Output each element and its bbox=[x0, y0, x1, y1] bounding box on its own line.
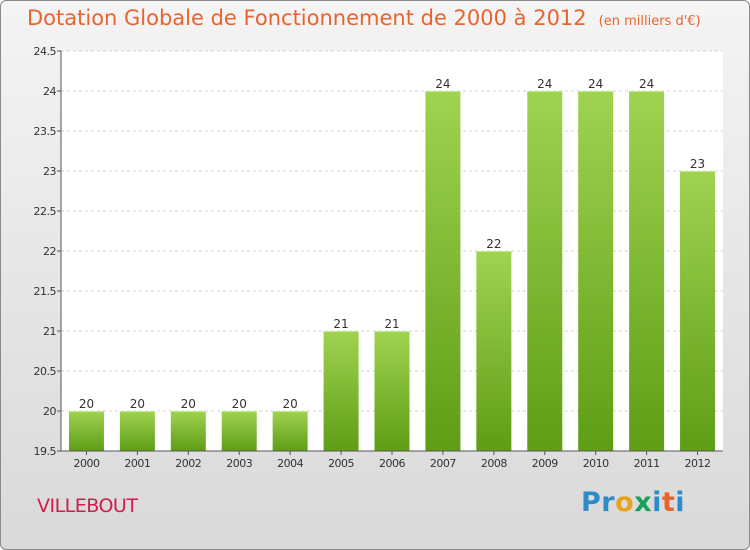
y-tick-label: 20 bbox=[43, 405, 56, 418]
bar bbox=[323, 331, 359, 451]
x-tick-label: 2010 bbox=[583, 457, 609, 470]
x-tick-label: 2008 bbox=[481, 457, 507, 470]
proxiti-logo[interactable]: Proxiti bbox=[581, 487, 685, 518]
bar bbox=[374, 331, 410, 451]
bar bbox=[578, 91, 614, 451]
x-tick-label: 2006 bbox=[379, 457, 405, 470]
x-tick-label: 2011 bbox=[634, 457, 660, 470]
x-tick-label: 2004 bbox=[277, 457, 303, 470]
x-tick-label: 2000 bbox=[73, 457, 99, 470]
logo-letter: i bbox=[675, 487, 686, 518]
data-label: 24 bbox=[588, 77, 603, 91]
y-tick-label: 21 bbox=[43, 325, 56, 338]
logo-letter: x bbox=[634, 487, 653, 518]
y-tick-label: 21.5 bbox=[34, 285, 57, 298]
data-label: 20 bbox=[130, 397, 145, 411]
x-tick-label: 2012 bbox=[685, 457, 711, 470]
x-tick-label: 2001 bbox=[124, 457, 150, 470]
logo-letter: o bbox=[615, 487, 635, 518]
data-label: 21 bbox=[384, 317, 399, 331]
y-tick-label: 19.5 bbox=[34, 445, 57, 458]
bar bbox=[629, 91, 665, 451]
bar bbox=[119, 411, 155, 451]
logo-letter: i bbox=[652, 487, 662, 518]
bar bbox=[425, 91, 461, 451]
bar bbox=[476, 251, 512, 451]
commune-name: VILLEBOUT bbox=[37, 495, 138, 517]
data-label: 24 bbox=[537, 77, 552, 91]
y-tick-label: 24.5 bbox=[34, 45, 57, 58]
x-tick-label: 2007 bbox=[430, 457, 456, 470]
data-label: 24 bbox=[435, 77, 450, 91]
bar bbox=[68, 411, 104, 451]
y-tick-label: 23 bbox=[43, 165, 56, 178]
data-label: 21 bbox=[333, 317, 348, 331]
title-text: Dotation Globale de Fonctionnement de 20… bbox=[27, 6, 587, 30]
y-tick-label: 23.5 bbox=[34, 125, 57, 138]
x-tick-label: 2003 bbox=[226, 457, 252, 470]
y-tick-label: 22 bbox=[43, 245, 56, 258]
data-label: 20 bbox=[283, 397, 298, 411]
data-label: 22 bbox=[486, 237, 501, 251]
y-tick-label: 20.5 bbox=[34, 365, 57, 378]
bar bbox=[170, 411, 206, 451]
y-tick-label: 22.5 bbox=[34, 205, 57, 218]
y-tick-label: 24 bbox=[43, 85, 56, 98]
x-tick-label: 2002 bbox=[175, 457, 201, 470]
chart-title: Dotation Globale de Fonctionnement de 20… bbox=[27, 6, 701, 30]
logo-letter: r bbox=[601, 487, 616, 518]
bar bbox=[527, 91, 563, 451]
logo-letter: P bbox=[581, 487, 602, 518]
x-tick-label: 2005 bbox=[328, 457, 354, 470]
data-label: 20 bbox=[232, 397, 247, 411]
data-label: 20 bbox=[181, 397, 196, 411]
unit-label: (en milliers d'€) bbox=[598, 14, 701, 29]
logo-letter: t bbox=[661, 487, 676, 518]
x-tick-label: 2009 bbox=[532, 457, 558, 470]
bar bbox=[272, 411, 308, 451]
data-label: 23 bbox=[690, 157, 705, 171]
data-label: 24 bbox=[639, 77, 654, 91]
data-label: 20 bbox=[79, 397, 94, 411]
bar bbox=[221, 411, 257, 451]
bar bbox=[680, 171, 716, 451]
